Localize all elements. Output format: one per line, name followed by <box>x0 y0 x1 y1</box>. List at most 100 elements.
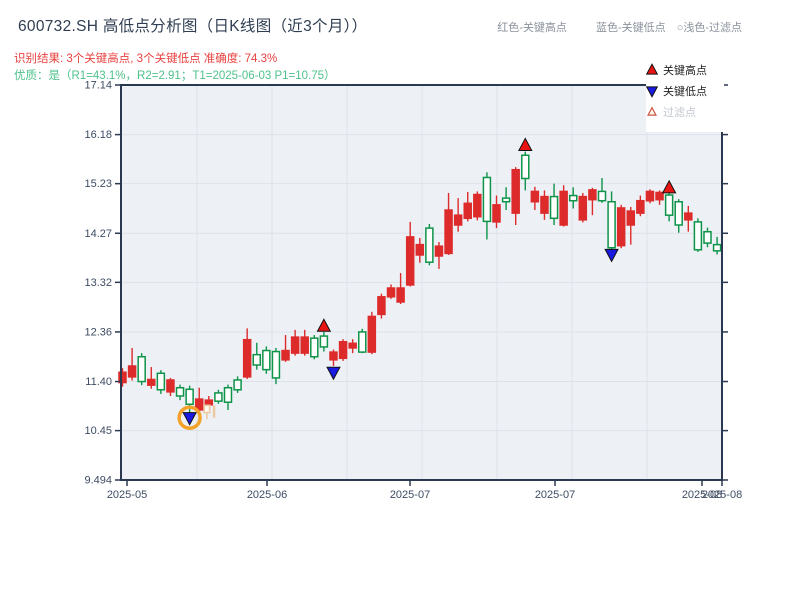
candle-up <box>415 243 425 256</box>
y-tick-label: 9.494 <box>84 475 112 487</box>
candle-up <box>626 210 636 226</box>
x-tick-label: 2025-08 <box>682 489 722 501</box>
candle-down <box>597 190 607 202</box>
legend-label: 关键高点 <box>663 63 707 77</box>
key-low-marker <box>326 366 341 381</box>
candle-down <box>674 201 683 226</box>
top-legend-key-high: 红色-关键高点 <box>497 22 567 34</box>
x-tick-label: 2025-07 <box>390 489 430 501</box>
candle-down <box>568 194 578 202</box>
candle-up <box>348 342 357 349</box>
candle-down <box>693 221 703 251</box>
page-title: 600732.SH 高低点分析图（日K线图（近3个月）） <box>18 18 368 35</box>
y-tick-label: 13.32 <box>84 277 112 289</box>
legend-key-low-icon <box>645 86 659 98</box>
candle-up <box>636 199 645 214</box>
candle-up <box>434 245 444 257</box>
candle-up <box>444 209 453 255</box>
candle-up <box>405 236 415 286</box>
x-tick-label: 2025-07 <box>535 489 575 501</box>
candle-down <box>501 197 511 203</box>
candle-down <box>358 331 367 353</box>
candle-down <box>223 386 233 403</box>
candle-up <box>127 365 137 378</box>
key-low-marker <box>604 248 619 263</box>
candle-up <box>194 398 204 411</box>
quality-result-text: 优质：是（R1=43.1%，R2=2.91；T1=2025-06-03 P1=1… <box>14 70 336 82</box>
y-tick-label: 14.27 <box>84 228 112 240</box>
key-high-marker <box>661 179 677 194</box>
candle-down <box>137 355 146 383</box>
candle-down <box>214 392 223 402</box>
candle-up <box>684 212 693 221</box>
recognition-result-text: 识别结果: 3个关键高点, 3个关键低点 准确度: 74.3% <box>14 53 278 65</box>
candle-up <box>645 190 655 202</box>
x-tick-label: 2025-06 <box>247 489 287 501</box>
y-tick-label: 12.36 <box>84 326 112 338</box>
candle-up <box>386 287 396 298</box>
chart-legend-bg <box>646 84 724 132</box>
candle-up <box>453 214 463 226</box>
candle-up <box>396 287 405 303</box>
candle-up <box>473 193 482 218</box>
candle-up <box>377 296 386 316</box>
candle-up <box>281 349 290 361</box>
candle-down <box>607 201 616 249</box>
candle-up <box>242 338 252 378</box>
candle-down <box>233 379 242 391</box>
candle-up <box>655 191 664 201</box>
candle-down <box>175 386 185 397</box>
candle-up <box>540 195 549 214</box>
candle-down <box>310 337 319 358</box>
candle-up <box>588 189 597 201</box>
candle-up <box>338 341 348 360</box>
candle-up <box>463 202 472 220</box>
candle-down <box>664 194 674 216</box>
y-tick-label: 11.40 <box>85 376 112 388</box>
legend-filtered-icon <box>647 106 657 116</box>
y-tick-label: 17.14 <box>84 80 112 92</box>
legend-label: 过滤点 <box>663 106 696 119</box>
candle-up <box>492 204 501 223</box>
candle-up <box>118 371 127 384</box>
candle-up <box>290 336 300 354</box>
candle-down <box>262 349 271 371</box>
legend-key-high-icon <box>645 63 659 75</box>
key-high-marker <box>518 137 533 151</box>
candle-up <box>511 168 520 214</box>
highlight-ring <box>177 405 202 430</box>
top-legend-key-low: 蓝色-关键低点 <box>595 22 666 34</box>
candle-up <box>530 190 540 203</box>
candle-up <box>300 336 309 354</box>
legend-label: 关键低点 <box>663 84 707 98</box>
candle-up <box>616 207 626 247</box>
x-tick-label: 2025-08 <box>702 489 742 501</box>
candle-down <box>521 154 530 180</box>
candle-up <box>367 315 377 353</box>
candle-down <box>156 372 166 391</box>
candle-down <box>703 230 712 244</box>
top-legend: 红色-关键高点 蓝色-关键低点 ○浅色-过滤点 <box>497 19 742 35</box>
candle-down <box>482 176 492 223</box>
candle-up <box>578 195 588 221</box>
candle-up <box>166 379 175 393</box>
candle-down <box>319 335 329 348</box>
candle-down <box>185 388 194 406</box>
candle-up <box>559 190 568 226</box>
key-high-marker <box>316 318 332 332</box>
candle-up <box>329 351 338 361</box>
candle-down <box>271 350 281 379</box>
candle-down <box>252 353 262 366</box>
candle-up <box>204 399 214 406</box>
candle-down <box>425 227 434 263</box>
y-tick-label: 16.18 <box>84 129 112 141</box>
y-tick-label: 15.23 <box>84 178 112 190</box>
candle-down <box>712 243 722 252</box>
filtered-point-marker <box>203 404 211 414</box>
candle-down <box>549 195 559 220</box>
key-low-marker <box>182 412 197 426</box>
y-tick-label: 10.45 <box>84 425 112 437</box>
x-tick-label: 2025-05 <box>107 489 147 501</box>
